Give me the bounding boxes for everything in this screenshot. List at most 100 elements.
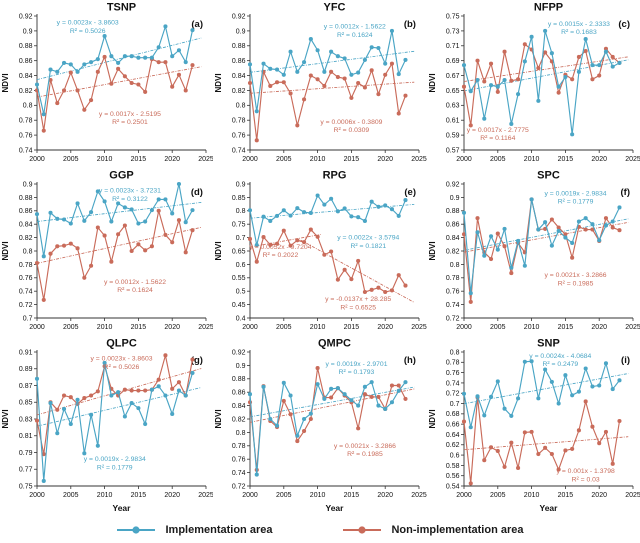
data-point <box>275 213 280 218</box>
data-point <box>542 226 547 231</box>
data-point <box>149 387 154 392</box>
data-point <box>176 380 182 385</box>
data-point <box>190 208 195 213</box>
x-tick-label: 2025 <box>198 324 213 331</box>
data-point <box>396 213 402 218</box>
data-point <box>522 42 527 47</box>
data-point <box>396 273 402 278</box>
data-point <box>329 196 334 201</box>
data-point <box>488 445 493 450</box>
data-point <box>55 431 60 436</box>
data-point <box>68 221 73 226</box>
x-axis-label: Year <box>326 503 345 513</box>
data-point <box>369 394 375 399</box>
y-tick-label: 0.82 <box>19 235 33 242</box>
data-point <box>149 244 154 249</box>
x-tick-label: 2015 <box>131 492 147 499</box>
data-point <box>563 232 568 237</box>
equation-annotation: R² = 0.1779 <box>97 464 133 471</box>
x-tick-label: 2005 <box>63 492 79 499</box>
data-point <box>403 380 408 385</box>
data-point <box>122 74 127 79</box>
data-point <box>95 225 100 230</box>
equation-annotation: R² = 0.1164 <box>480 135 515 142</box>
data-point <box>82 396 87 401</box>
data-point <box>282 72 287 77</box>
data-point <box>302 240 307 245</box>
panel-title: GGP <box>109 169 133 181</box>
data-point <box>309 37 314 42</box>
data-point <box>288 243 293 248</box>
y-tick-label: 0.64 <box>446 432 460 439</box>
legend-item-non-implementation: Non-implementation area <box>342 524 524 536</box>
x-tick-label: 2020 <box>378 492 394 499</box>
data-point <box>183 393 188 398</box>
y-tick-label: 0.9 <box>23 181 33 188</box>
data-point <box>610 64 615 69</box>
data-point <box>617 228 622 233</box>
data-point <box>569 393 574 398</box>
y-tick-label: 0.56 <box>446 473 460 480</box>
data-point <box>495 247 500 252</box>
data-point <box>248 236 253 241</box>
equation-annotation: y = 0.0023x - 3.7231 <box>99 188 161 195</box>
data-point <box>55 407 60 412</box>
equation-annotation: R² = 0.5026 <box>70 28 106 35</box>
x-tick-label: 2015 <box>344 324 360 331</box>
data-point <box>488 61 493 66</box>
x-tick-label: 2000 <box>29 156 45 163</box>
y-tick-label: 0.9 <box>449 195 459 202</box>
data-point <box>342 206 348 211</box>
x-tick-label: 2020 <box>591 492 607 499</box>
data-point <box>363 85 368 90</box>
y-tick-label: 0.78 <box>446 360 460 367</box>
data-point <box>309 416 314 422</box>
y-tick-label: 0.65 <box>446 88 460 95</box>
y-tick-label: 0.72 <box>19 302 33 309</box>
non-implementation-line-icon <box>343 526 382 534</box>
x-tick-label: 2005 <box>63 156 79 163</box>
data-point <box>295 123 300 128</box>
y-tick-label: 0.86 <box>446 222 460 229</box>
y-tick-label: 0.72 <box>446 391 460 398</box>
y-tick-label: 0.75 <box>446 13 460 20</box>
data-point <box>61 88 67 93</box>
data-point <box>403 283 408 288</box>
y-tick-label: 0.74 <box>19 147 33 154</box>
panel-snp: SNP (i) 0.54 0.56 0.58 0.6 0.62 0.64 0.66 0.68 0.7… <box>427 336 640 517</box>
x-tick-label: 2020 <box>164 324 180 331</box>
data-point <box>376 285 381 290</box>
trend-line <box>250 234 322 248</box>
data-point <box>122 387 127 392</box>
data-point <box>268 83 273 89</box>
data-point <box>41 254 46 259</box>
x-tick-label: 2010 <box>97 324 113 331</box>
data-point <box>282 380 287 385</box>
equation-annotation: R² = 0.2479 <box>542 361 578 368</box>
data-point <box>170 240 175 245</box>
series-line-non_implementation <box>36 210 194 301</box>
data-point <box>363 392 368 397</box>
data-point <box>170 54 175 59</box>
equation-annotation: y = 0.0019x - 2.9701 <box>326 361 388 368</box>
x-tick-label: 2020 <box>378 324 394 331</box>
data-point <box>590 424 595 429</box>
data-point <box>55 216 60 221</box>
data-point <box>261 384 266 389</box>
y-tick-label: 0.82 <box>232 416 246 423</box>
chart-yfc: YFC (b) 0.74 0.76 0.78 0.8 0.82 0.84 0.86 0.88 0.9… <box>214 1 426 163</box>
data-point <box>89 412 94 417</box>
data-point <box>288 91 293 96</box>
y-tick-label: 0.8 <box>23 248 33 255</box>
y-tick-label: 0.84 <box>446 235 460 242</box>
data-point <box>102 34 107 39</box>
data-point <box>563 448 568 453</box>
data-point <box>102 199 107 204</box>
data-point <box>261 61 266 66</box>
y-tick-label: 0.73 <box>446 28 460 35</box>
data-point <box>529 429 534 434</box>
data-point <box>342 392 348 397</box>
data-point <box>556 225 561 230</box>
equation-annotation: y = 0.0022x - 3.5794 <box>338 235 400 242</box>
data-point <box>116 390 121 395</box>
